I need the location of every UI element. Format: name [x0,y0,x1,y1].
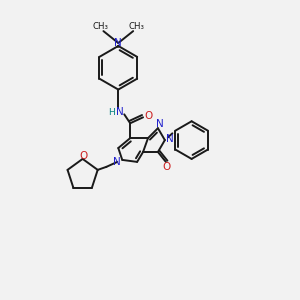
Text: N: N [116,107,124,117]
Text: O: O [144,111,152,121]
Text: N: N [114,38,122,48]
Text: O: O [80,151,88,161]
Text: N: N [166,134,174,144]
Text: CH₃: CH₃ [92,22,109,31]
Text: O: O [163,162,171,172]
Text: CH₃: CH₃ [128,22,144,31]
Text: H: H [108,108,115,117]
Text: N: N [156,119,164,129]
Text: N: N [113,157,121,167]
